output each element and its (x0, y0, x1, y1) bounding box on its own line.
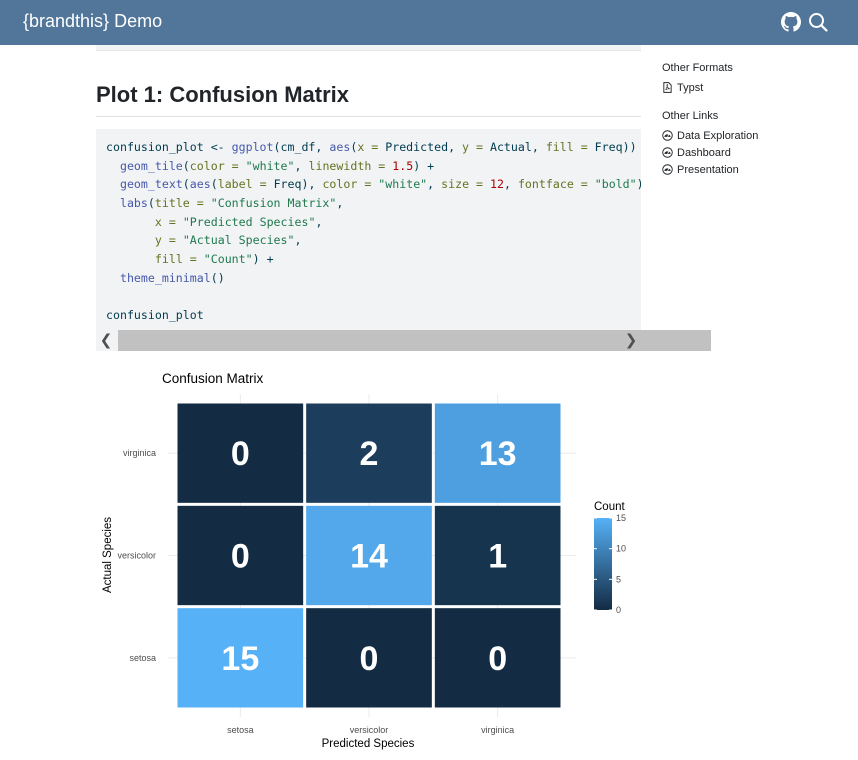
heatmap-tile (306, 608, 432, 708)
scrollbar-thumb[interactable] (118, 330, 711, 351)
heatmap-tile (434, 608, 561, 708)
chart-title: Confusion Matrix (162, 371, 264, 386)
legend-tick-label: 0 (616, 605, 621, 615)
navbar-brand[interactable]: {brandthis} Demo (23, 11, 163, 31)
y-tick-label: setosa (129, 653, 156, 663)
code-horizontal-scrollbar[interactable]: ❮ ❯ (96, 330, 711, 351)
y-tick-label: virginica (123, 448, 156, 458)
axis-ticks: setosa versicolor virginica setosa versicolo… (117, 448, 514, 735)
heatmap-tiles (177, 403, 561, 708)
other-links-heading: Other Links (662, 110, 719, 122)
color-legend: Count 0 5 10 15 (594, 501, 626, 615)
other-formats-section: Other Formats Typst (662, 62, 852, 96)
github-icon[interactable] (781, 12, 801, 32)
heatmap-tile (434, 505, 561, 606)
search-icon[interactable] (808, 12, 828, 32)
gauge-icon (662, 164, 673, 175)
code-line-2: geom_tile(color = "white", linewidth = 1… (119, 158, 435, 173)
tile-value-label: 1 (488, 538, 507, 576)
x-tick-label: setosa (227, 725, 254, 735)
tile-value-label: 0 (360, 640, 379, 678)
heatmap-tile (306, 505, 432, 606)
tile-value-label: 2 (360, 435, 379, 473)
legend-tick-label: 5 (616, 574, 621, 584)
scroll-right-icon[interactable]: ❯ (624, 332, 638, 349)
heatmap-tile (306, 403, 432, 503)
code-content: confusion_plot <- ggplot(cm_df, aes(x = … (106, 138, 641, 325)
tile-value-label: 13 (479, 435, 517, 473)
heatmap-tile (434, 403, 561, 503)
file-pdf-icon (663, 82, 672, 93)
sidebar: Other Formats Typst Other Links Data Exp… (662, 62, 852, 192)
format-link-label: Typst (677, 81, 704, 94)
link-label: Data Exploration (677, 129, 759, 142)
code-line-6: y = "Actual Species", (154, 233, 302, 248)
link-dashboard[interactable]: Dashboard (662, 144, 852, 161)
code-line-7: fill = "Count") + (154, 251, 274, 266)
code-line-1: confusion_plot <- ggplot(cm_df, aes(x = … (106, 140, 637, 154)
link-label: Dashboard (677, 146, 731, 159)
legend-colorbar (594, 518, 612, 610)
x-tick-label: versicolor (350, 725, 389, 735)
heatmap-tile (177, 505, 304, 606)
heatmap-labels: 0 2 13 0 14 1 15 0 0 (221, 435, 516, 678)
y-axis-title: Actual Species (102, 517, 114, 593)
legend-tick-label: 10 (616, 544, 626, 554)
code-line-3: geom_text(aes(label = Freq), color = "wh… (119, 177, 641, 192)
legend-tick-label: 15 (616, 513, 626, 523)
code-line-10: confusion_plot (106, 307, 204, 322)
scroll-left-icon[interactable]: ❮ (99, 332, 113, 349)
tile-value-label: 0 (231, 435, 250, 473)
link-label: Presentation (677, 163, 739, 176)
other-links-section: Other Links Data Exploration Dashboard P… (662, 110, 852, 178)
gauge-icon (662, 147, 673, 158)
legend-ticks: 0 5 10 15 (594, 513, 626, 615)
code-line-4: labs(title = "Confusion Matrix", (119, 195, 344, 210)
code-block[interactable]: confusion_plot <- ggplot(cm_df, aes(x = … (96, 129, 641, 351)
previous-code-block-end (96, 45, 641, 51)
y-tick-label: versicolor (117, 551, 156, 561)
other-formats-heading: Other Formats (662, 62, 733, 74)
x-tick-label: virginica (481, 725, 514, 735)
code-line-5: x = "Predicted Species", (154, 214, 323, 229)
link-presentation[interactable]: Presentation (662, 161, 852, 178)
heatmap-tile (177, 403, 304, 503)
legend-title: Count (594, 501, 625, 513)
code-line-8: theme_minimal() (119, 270, 225, 285)
link-data-exploration[interactable]: Data Exploration (662, 127, 852, 144)
gauge-icon (662, 130, 673, 141)
section-title: Plot 1: Confusion Matrix (96, 82, 641, 117)
confusion-matrix-plot: Confusion Matrix 0 2 13 0 14 1 15 0 0 setosa vers… (102, 371, 626, 750)
heatmap-tile (177, 608, 304, 708)
tile-value-label: 0 (488, 640, 507, 678)
tile-value-label: 15 (221, 640, 259, 678)
x-axis-title: Predicted Species (322, 738, 415, 750)
navbar: {brandthis} Demo (0, 0, 858, 45)
format-link-typst[interactable]: Typst (662, 79, 852, 96)
tile-value-label: 0 (231, 538, 250, 576)
tile-value-label: 14 (350, 538, 388, 576)
